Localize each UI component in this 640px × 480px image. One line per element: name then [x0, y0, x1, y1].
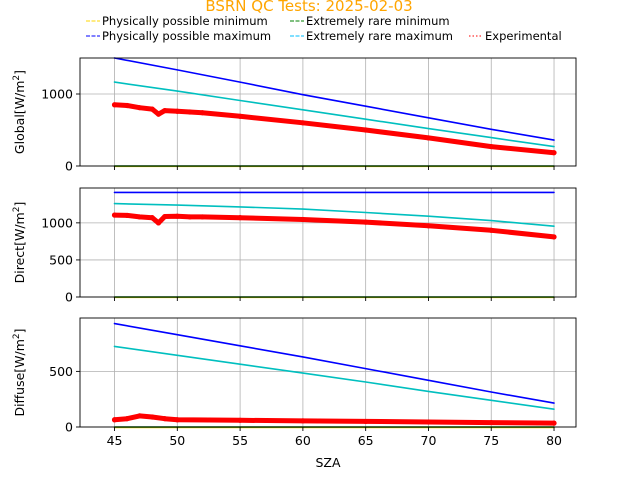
chart-title: BSRN QC Tests: 2025-02-03	[205, 0, 412, 15]
experimental-point	[363, 127, 369, 133]
experimental-point	[237, 113, 243, 119]
experimental-point	[363, 418, 369, 425]
panel-direct: 0 500 1000 Direct[W/m2]	[12, 187, 577, 305]
experimental-point	[174, 213, 180, 219]
panel-frame	[79, 317, 577, 428]
legend-label: Extremely rare minimum	[306, 14, 450, 28]
experimental-point	[488, 227, 494, 233]
x-tick-label: 50	[169, 433, 185, 448]
series-line-physically-possible-maximum	[113, 322, 555, 404]
x-tick-label: 55	[232, 433, 248, 448]
panel-frame	[79, 57, 577, 167]
series-line-experimental	[112, 212, 557, 240]
experimental-point	[149, 215, 155, 221]
experimental-point	[155, 111, 162, 117]
experimental-point	[174, 108, 180, 114]
experimental-point	[199, 214, 206, 220]
experimental-point	[300, 418, 306, 424]
experimental-point	[488, 419, 494, 426]
experimental-point	[300, 216, 306, 223]
y-axis-label: Direct[W/m2]	[12, 202, 27, 284]
y-axis-label: Diffuse[W/m2]	[12, 328, 27, 416]
x-tick-label: 65	[358, 433, 374, 448]
experimental-point	[187, 214, 193, 220]
legend-label: Physically possible minimum	[102, 14, 268, 28]
panel-frame	[79, 187, 577, 298]
experimental-point	[111, 102, 118, 108]
y-tick-label: 0	[65, 290, 73, 305]
series-line-experimental	[112, 413, 557, 426]
experimental-point	[137, 105, 143, 111]
experimental-point	[149, 106, 155, 112]
panel-global: 0 1000 Global[W/m2]	[12, 57, 577, 174]
experimental-point	[199, 110, 206, 116]
legend-label: Physically possible maximum	[102, 29, 271, 43]
x-tick-label: 45	[107, 433, 123, 448]
experimental-point	[300, 120, 306, 126]
experimental-point	[137, 413, 143, 419]
experimental-point	[111, 417, 118, 423]
y-tick-label: 500	[49, 364, 73, 379]
experimental-point	[124, 212, 130, 219]
x-axis-label: SZA	[315, 455, 340, 470]
experimental-point	[551, 234, 557, 240]
series-line-extremely-rare-maximum	[113, 81, 555, 148]
experimental-point	[124, 102, 130, 109]
experimental-point	[237, 215, 243, 221]
experimental-point	[551, 150, 557, 156]
series-group	[111, 191, 557, 299]
experimental-point	[111, 212, 118, 218]
experimental-point	[162, 213, 168, 220]
experimental-point	[551, 420, 557, 426]
experimental-point	[425, 135, 432, 141]
series-line-physically-possible-maximum	[113, 57, 555, 141]
series-line-extremely-rare-maximum	[113, 202, 555, 227]
experimental-point	[149, 414, 155, 420]
y-tick-label: 0	[65, 159, 73, 174]
experimental-point	[162, 416, 168, 422]
series-group	[111, 57, 557, 168]
experimental-point	[162, 107, 168, 114]
experimental-point	[137, 214, 143, 220]
series-line-extremely-rare-maximum	[113, 345, 555, 411]
legend-label: Extremely rare maximum	[306, 29, 453, 43]
x-tick-label: 60	[295, 433, 311, 448]
y-tick-label: 0	[65, 420, 73, 435]
experimental-point	[174, 417, 180, 423]
experimental-point	[425, 223, 432, 229]
series-group	[111, 322, 557, 429]
panel-diffuse: 45 50 55 60 65 70 75 80 0 500 Diffuse[W/m2]	[12, 317, 577, 448]
legend-label: Experimental	[485, 29, 562, 43]
experimental-point	[237, 417, 243, 423]
experimental-point	[155, 220, 162, 226]
experimental-point	[187, 109, 193, 115]
experimental-point	[425, 419, 432, 425]
experimental-point	[488, 143, 494, 150]
y-tick-label: 1000	[41, 215, 73, 230]
y-tick-label: 500	[49, 252, 73, 267]
y-tick-label: 1000	[41, 87, 73, 102]
x-tick-label: 70	[421, 433, 437, 448]
experimental-point	[363, 219, 369, 225]
x-tick-label: 75	[483, 433, 499, 448]
x-tick-label: 80	[546, 433, 562, 448]
y-axis-label: Global[W/m2]	[12, 70, 27, 154]
experimental-point	[124, 416, 130, 422]
